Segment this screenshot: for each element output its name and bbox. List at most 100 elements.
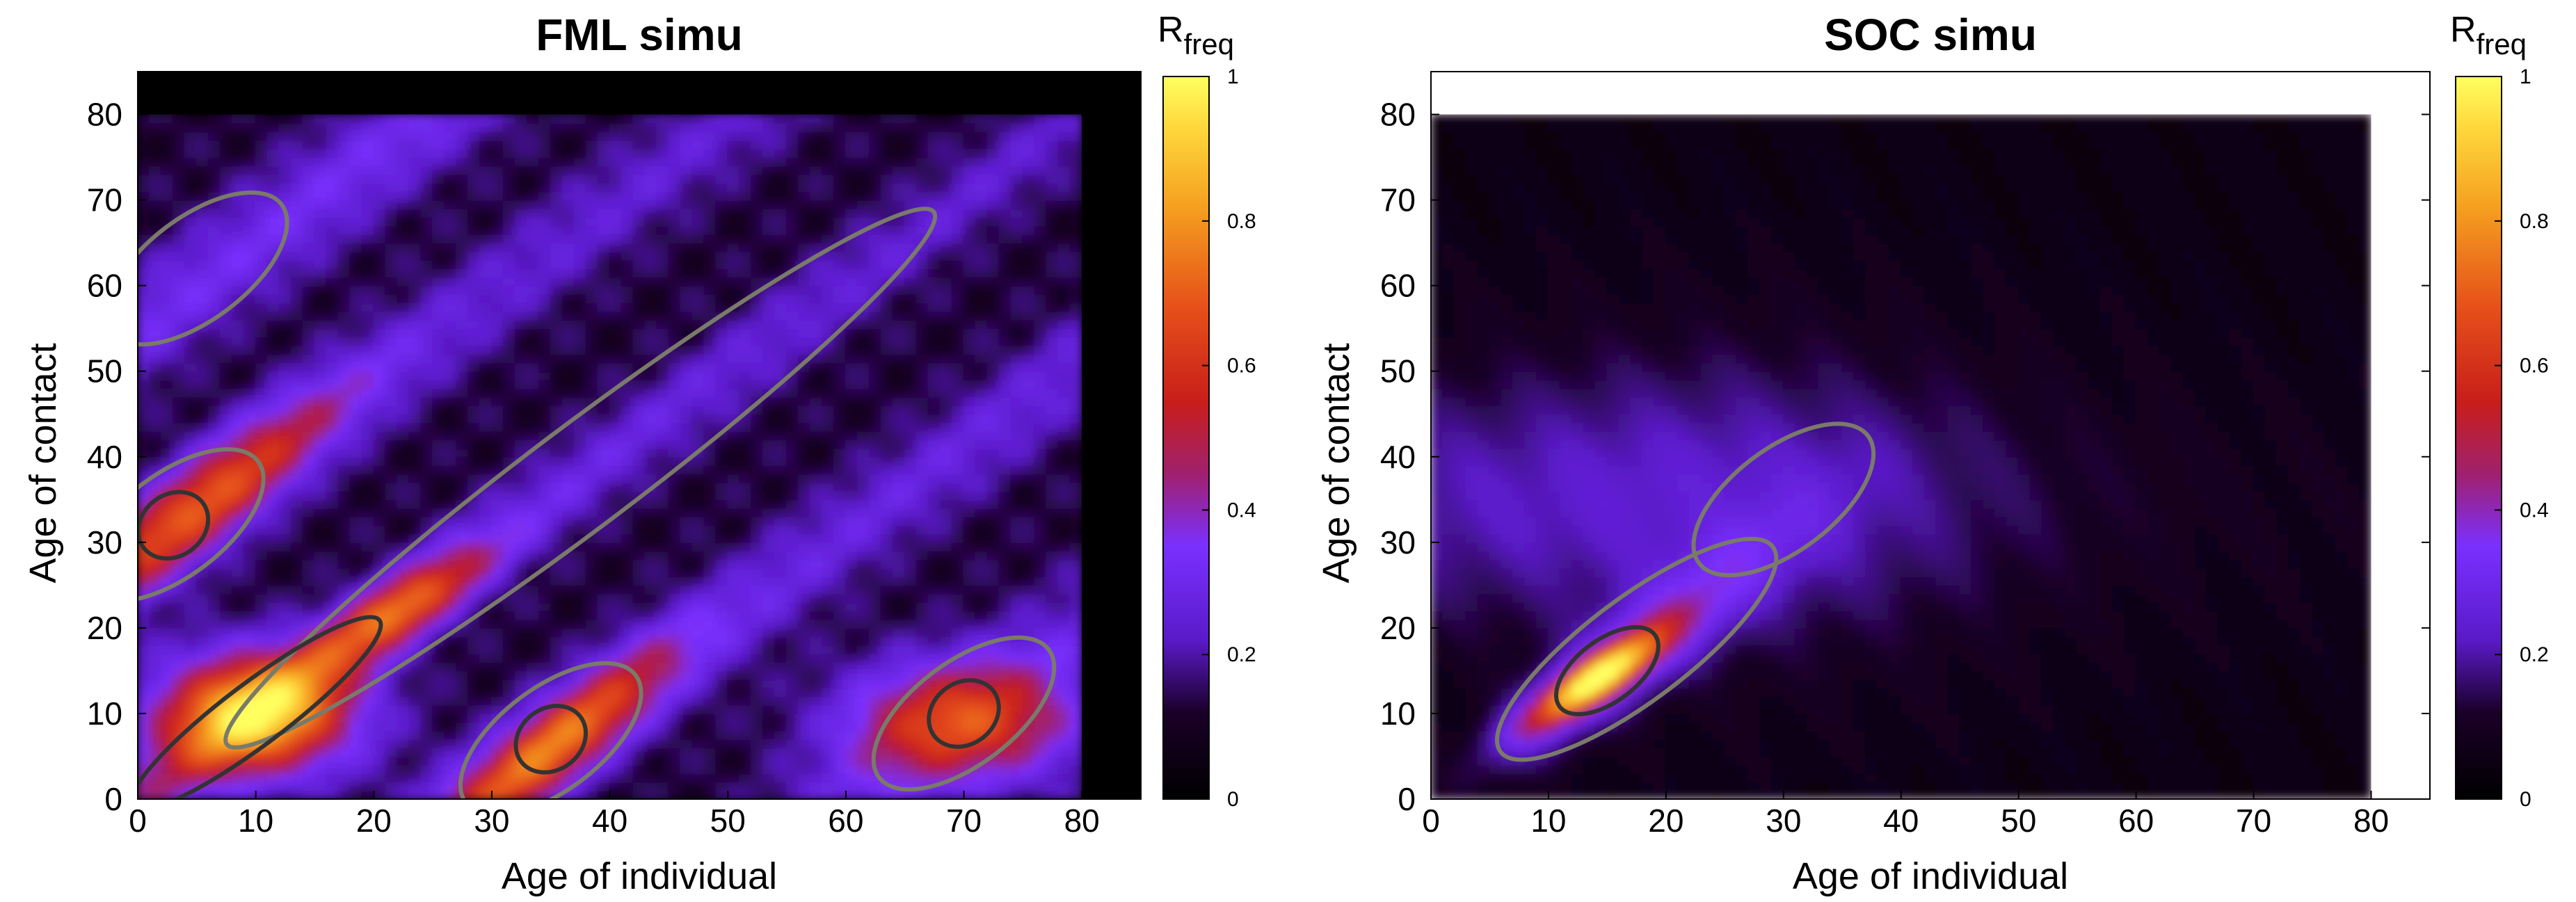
- heatmap-cell: [231, 610, 245, 620]
- heatmap-cell: [432, 268, 446, 278]
- heatmap-cell: [680, 652, 694, 663]
- heatmap-cell: [148, 652, 162, 663]
- heatmap-cell: [219, 465, 233, 475]
- heatmap-cell: [160, 207, 174, 218]
- heatmap-cell: [278, 593, 292, 603]
- heatmap-cell: [479, 284, 493, 295]
- heatmap-cell: [609, 601, 623, 612]
- heatmap-cell: [703, 199, 717, 209]
- heatmap-cell: [550, 687, 563, 698]
- heatmap-cell: [479, 755, 493, 766]
- heatmap-cell: [644, 541, 658, 552]
- heatmap-cell: [514, 473, 528, 483]
- heatmap-cell: [550, 781, 563, 791]
- heatmap-cell: [255, 601, 269, 612]
- heatmap-cell: [385, 216, 399, 227]
- heatmap-cell: [786, 336, 800, 346]
- heatmap-cell: [691, 499, 705, 509]
- heatmap-cell: [703, 738, 717, 749]
- heatmap-cell: [856, 550, 870, 561]
- heatmap-cell: [184, 747, 198, 757]
- heatmap-cell: [715, 652, 729, 663]
- heatmap-cell: [621, 396, 634, 406]
- heatmap-cell: [326, 465, 339, 475]
- heatmap-cell: [231, 319, 245, 330]
- heatmap-cell: [739, 678, 753, 689]
- heatmap-cell: [680, 687, 694, 698]
- heatmap-cell: [278, 165, 292, 175]
- heatmap-cell: [207, 567, 221, 578]
- heatmap-cell: [514, 259, 528, 270]
- heatmap-cell: [444, 541, 458, 552]
- heatmap-cell: [490, 567, 504, 578]
- heatmap-cell: [290, 319, 304, 330]
- heatmap-cell: [373, 353, 387, 364]
- heatmap-cell: [668, 747, 682, 757]
- heatmap-cell: [266, 704, 280, 714]
- heatmap-cell: [502, 259, 516, 270]
- heatmap-cell: [195, 182, 209, 193]
- heatmap-cell: [609, 730, 623, 740]
- heatmap-cell: [337, 781, 351, 791]
- heatmap-cell: [833, 789, 847, 799]
- heatmap-cell: [397, 439, 410, 449]
- heatmap-cell: [502, 328, 516, 338]
- heatmap-cell: [656, 439, 670, 449]
- heatmap-cell: [397, 233, 410, 244]
- heatmap-cell: [715, 764, 729, 775]
- heatmap-cell: [727, 644, 741, 654]
- heatmap-cell: [739, 738, 753, 749]
- heatmap-cell: [456, 473, 470, 483]
- heatmap-cell: [644, 225, 658, 235]
- heatmap-cell: [809, 147, 823, 159]
- heatmap-cell: [786, 627, 800, 638]
- heatmap-cell: [160, 370, 174, 381]
- heatmap-cell: [621, 764, 634, 775]
- heatmap-cell: [680, 447, 694, 458]
- heatmap-cell: [703, 447, 717, 458]
- heatmap-cell: [739, 499, 753, 509]
- heatmap-cell: [349, 421, 363, 432]
- heatmap-cell: [385, 259, 399, 270]
- heatmap-cell: [444, 584, 458, 595]
- heatmap-cell: [408, 413, 422, 424]
- heatmap-cell: [195, 156, 209, 167]
- heatmap-cell: [502, 173, 516, 184]
- heatmap-cell: [361, 721, 375, 732]
- heatmap-cell: [408, 473, 422, 483]
- heatmap-cell: [856, 755, 870, 766]
- heatmap-cell: [786, 601, 800, 612]
- heatmap-cell: [668, 636, 682, 646]
- heatmap-cell: [632, 541, 646, 552]
- heatmap-cell: [514, 601, 528, 612]
- heatmap-cell: [691, 490, 705, 501]
- heatmap-cell: [644, 567, 658, 578]
- heatmap-cell: [337, 473, 351, 483]
- heatmap-cell: [833, 114, 847, 124]
- heatmap-cell: [502, 670, 516, 680]
- heatmap-cell: [456, 738, 470, 749]
- heatmap-cell: [456, 439, 470, 449]
- heatmap-cell: [786, 507, 800, 517]
- heatmap-cell: [609, 250, 623, 261]
- heatmap-cell: [432, 421, 446, 432]
- heatmap-cell: [172, 250, 186, 261]
- heatmap-cell: [420, 114, 434, 124]
- heatmap-cell: [632, 515, 646, 526]
- heatmap-cell: [656, 147, 670, 159]
- heatmap-cell: [668, 515, 682, 526]
- heatmap-cell: [550, 439, 563, 449]
- heatmap-cell: [172, 268, 186, 278]
- heatmap-cell: [856, 618, 870, 629]
- heatmap-cell: [715, 721, 729, 732]
- heatmap-cell: [621, 156, 634, 167]
- heatmap-cell: [526, 584, 540, 595]
- heatmap-cell: [550, 584, 563, 595]
- heatmap-cell: [302, 225, 316, 235]
- heatmap-cell: [314, 225, 328, 235]
- heatmap-cell: [337, 465, 351, 475]
- heatmap-cell: [798, 593, 811, 603]
- heatmap-cell: [739, 644, 753, 654]
- heatmap-cell: [656, 465, 670, 475]
- heatmap-cell: [644, 584, 658, 595]
